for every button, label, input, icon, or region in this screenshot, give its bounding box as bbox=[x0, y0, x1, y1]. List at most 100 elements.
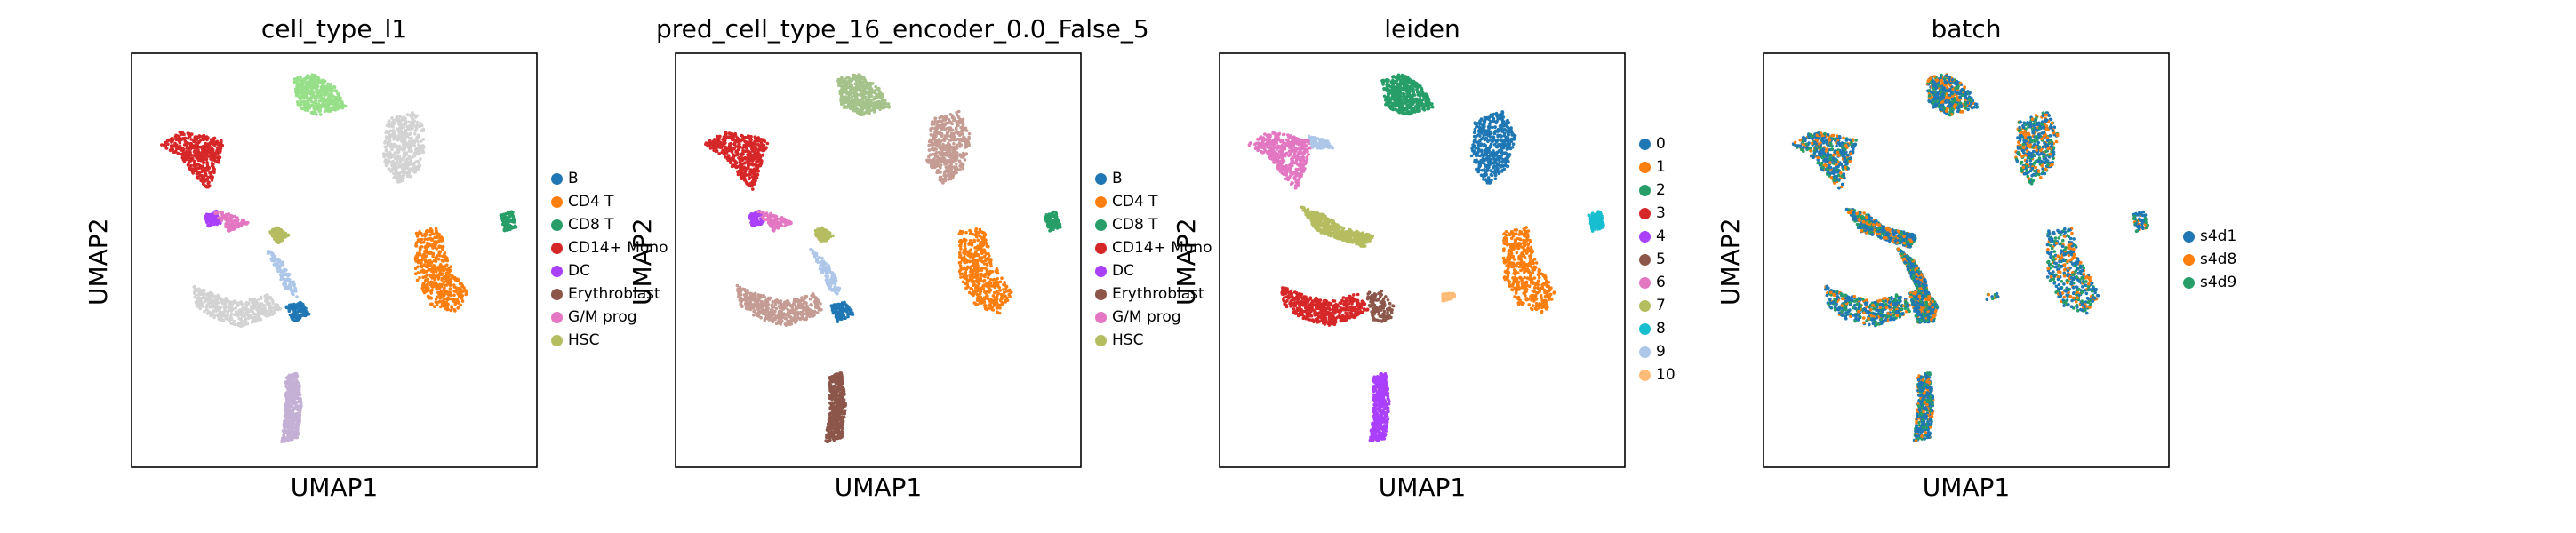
scatter-point-cluster-0 bbox=[737, 147, 740, 151]
scatter-point-cluster-10 bbox=[505, 221, 509, 226]
scatter-point-cluster-11 bbox=[297, 412, 301, 417]
scatter-point-cluster-0 bbox=[206, 155, 211, 158]
scatter-point-cluster-9 bbox=[414, 243, 418, 248]
scatter-point-cluster-4 bbox=[208, 294, 212, 298]
scatter-point-cluster-4 bbox=[275, 306, 278, 309]
scatter-point-cluster-0 bbox=[756, 148, 760, 152]
scatter-point-cluster-7 bbox=[334, 105, 338, 108]
scatter-point-cluster-8 bbox=[387, 120, 391, 123]
scatter-point-cluster-2 bbox=[231, 227, 235, 231]
scatter-point-cluster-8 bbox=[384, 137, 388, 140]
scatter-point-cluster-8 bbox=[392, 134, 396, 139]
scatter-point-cluster-8 bbox=[416, 136, 420, 139]
scatter-point-cluster-0 bbox=[724, 145, 727, 149]
scatter-point-cluster-7 bbox=[321, 88, 325, 92]
scatter-point-cluster-0 bbox=[195, 142, 199, 146]
scatter-point-cluster-0 bbox=[748, 176, 752, 180]
scatter-point-cluster-9 bbox=[438, 283, 442, 288]
scatter-point-cluster-6 bbox=[834, 290, 838, 295]
scatter-point-cluster-0 bbox=[734, 139, 739, 143]
scatter-point-cluster-11 bbox=[296, 430, 300, 434]
scatter-point-cluster-9 bbox=[446, 307, 450, 311]
scatter-point-cluster-6 bbox=[270, 253, 275, 257]
scatter-point-cluster-4 bbox=[747, 306, 750, 310]
scatter-point-cluster-9 bbox=[436, 295, 440, 299]
scatter-point-cluster-0 bbox=[740, 151, 745, 155]
scatter-point-cluster-7 bbox=[300, 107, 303, 110]
scatter-point-cluster-8 bbox=[396, 165, 399, 169]
scatter-point-cluster-0 bbox=[202, 182, 205, 186]
scatter-point-cluster-0 bbox=[195, 139, 198, 142]
scatter-point-cluster-11 bbox=[296, 385, 300, 389]
scatter-point-cluster-6 bbox=[290, 288, 293, 291]
scatter-point-cluster-2 bbox=[762, 217, 765, 221]
scatter-point-cluster-0 bbox=[197, 150, 201, 155]
scatter-point-cluster-0 bbox=[753, 174, 757, 178]
scatter-point-cluster-9 bbox=[415, 259, 420, 262]
scatter-point-cluster-9 bbox=[449, 293, 453, 298]
scatter-point-cluster-8 bbox=[386, 159, 390, 163]
scatter-point-cluster-4 bbox=[774, 298, 778, 303]
scatter-point-cluster-7 bbox=[330, 107, 334, 111]
scatter-point-cluster-0 bbox=[704, 141, 708, 145]
scatter-point-cluster-3 bbox=[276, 229, 281, 234]
scatter-point-cluster-7 bbox=[305, 81, 308, 85]
scatter-point-cluster-0 bbox=[189, 138, 194, 141]
scatter-point-cluster-4 bbox=[234, 306, 238, 310]
scatter-point-cluster-7 bbox=[312, 95, 316, 99]
scatter-point-cluster-0 bbox=[755, 176, 759, 180]
scatter-point-cluster-0 bbox=[733, 164, 738, 169]
scatter-point-cluster-8 bbox=[397, 130, 401, 134]
scatter-point-cluster-0 bbox=[206, 142, 210, 146]
scatter-point-cluster-8 bbox=[412, 164, 416, 168]
scatter-point-cluster-4 bbox=[270, 313, 275, 316]
scatter-point-cluster-8 bbox=[413, 166, 418, 171]
scatter-point-cluster-8 bbox=[388, 139, 392, 143]
scatter-point-cluster-4 bbox=[804, 311, 809, 315]
scatter-point-cluster-2 bbox=[770, 220, 773, 225]
scatter-point-cluster-0 bbox=[759, 154, 763, 157]
scatter-point-cluster-7 bbox=[299, 103, 303, 107]
scatter-point-cluster-0 bbox=[744, 136, 748, 139]
scatter-point-cluster-7 bbox=[337, 96, 341, 99]
scatter-point-cluster-4 bbox=[260, 308, 265, 313]
scatter-point-cluster-6 bbox=[276, 269, 280, 274]
scatter-point-cluster-9 bbox=[437, 287, 442, 290]
scatter-point-cluster-5 bbox=[296, 302, 300, 306]
scatter-point-cluster-8 bbox=[394, 169, 398, 173]
scatter-point-cluster-0 bbox=[739, 175, 743, 179]
scatter-point-cluster-4 bbox=[229, 312, 234, 316]
scatter-point-cluster-9 bbox=[464, 289, 468, 293]
scatter-point-cluster-0 bbox=[189, 163, 193, 168]
scatter-point-cluster-4 bbox=[772, 313, 776, 316]
scatter-point-cluster-7 bbox=[312, 100, 316, 105]
scatter-point-cluster-4 bbox=[785, 303, 789, 306]
scatter-point-cluster-1 bbox=[210, 222, 214, 227]
scatter-point-cluster-7 bbox=[317, 80, 322, 84]
scatter-point-cluster-6 bbox=[283, 267, 286, 272]
scatter-point-cluster-1 bbox=[204, 214, 208, 218]
scatter-point-cluster-4 bbox=[796, 304, 800, 307]
scatter-point-cluster-8 bbox=[395, 115, 399, 119]
scatter-point-cluster-0 bbox=[166, 138, 171, 142]
scatter-point-cluster-5 bbox=[299, 303, 302, 307]
scatter-point-cluster-4 bbox=[203, 299, 207, 304]
scatter-point-cluster-0 bbox=[212, 157, 216, 162]
scatter-plot bbox=[675, 52, 1082, 468]
scatter-point-cluster-0 bbox=[720, 144, 724, 148]
scatter-point-cluster-11 bbox=[290, 373, 294, 377]
scatter-point-cluster-9 bbox=[428, 302, 433, 306]
scatter-point-cluster-4 bbox=[222, 305, 226, 309]
scatter-point-cluster-4 bbox=[212, 309, 215, 313]
scatter-point-cluster-6 bbox=[276, 261, 280, 266]
scatter-point-cluster-10 bbox=[507, 217, 510, 220]
scatter-point-cluster-0 bbox=[164, 141, 167, 145]
scatter-point-cluster-6 bbox=[284, 284, 287, 289]
scatter-point-cluster-3 bbox=[820, 231, 824, 235]
scatter-point-cluster-6 bbox=[293, 286, 297, 290]
scatter-point-cluster-0 bbox=[212, 142, 216, 147]
scatter-point-cluster-9 bbox=[420, 241, 423, 244]
scatter-point-cluster-9 bbox=[440, 265, 444, 269]
scatter-point-cluster-0 bbox=[732, 147, 737, 150]
scatter-point-cluster-8 bbox=[421, 144, 425, 148]
